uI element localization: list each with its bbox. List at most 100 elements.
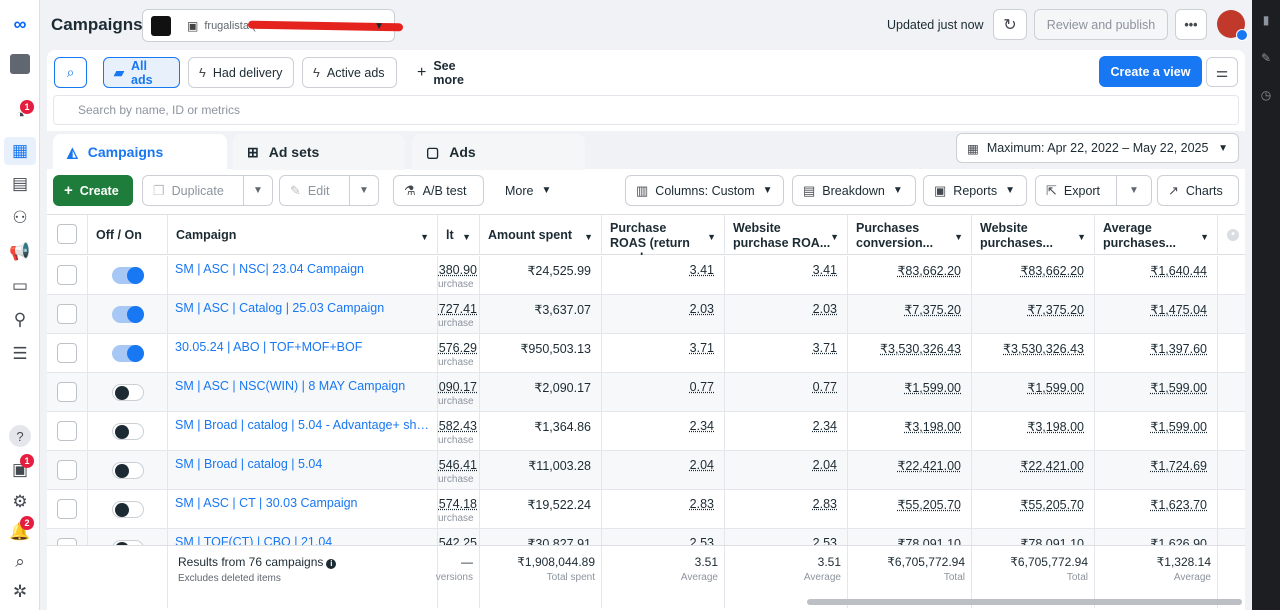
account-icon[interactable] — [4, 50, 36, 78]
metric-value-roas[interactable]: 2.83 — [689, 497, 714, 511]
metric-value-roas[interactable]: 2.34 — [689, 419, 714, 433]
col-average-purchases[interactable]: Average purchases... ▼ — [1095, 215, 1218, 255]
select-all-checkbox[interactable] — [57, 224, 77, 244]
menu-icon[interactable]: ☰ — [12, 344, 28, 363]
chart-icon[interactable]: ▮ — [1262, 13, 1270, 27]
audiences-icon[interactable]: ⚇ — [12, 208, 28, 227]
metric-value-roas[interactable]: 2.03 — [689, 302, 714, 316]
active-ads-filter[interactable]: ϟ Active ads — [302, 57, 397, 88]
metric-value-avg[interactable]: ₹1,475.04 — [1150, 303, 1207, 317]
col-website-purchases[interactable]: Website purchases... ▼ — [972, 215, 1095, 255]
col-purchases-conversion[interactable]: Purchases conversion... ▼ — [848, 215, 972, 255]
metric-value-conv[interactable]: ₹3,198.00 — [904, 420, 961, 434]
campaign-name-link[interactable]: SM | ASC | CT | 30.03 Campaign — [175, 496, 358, 510]
activity-icon[interactable]: ◔ 1 — [4, 100, 36, 130]
metric-value-wroas[interactable]: 2.03 — [812, 302, 837, 316]
metric-value-spent[interactable]: ₹3,637.07 — [534, 303, 591, 317]
date-range-picker[interactable]: ▦ Maximum: Apr 22, 2022 – May 22, 2025 ▼ — [956, 133, 1239, 163]
metric-value-conv[interactable]: ₹1,599.00 — [904, 381, 961, 395]
table-row[interactable]: SM | ASC | Catalog | 25.03 Campaign 727.4… — [47, 295, 1245, 334]
export-button[interactable]: ⇱ Export ▼ — [1035, 175, 1152, 206]
table-row[interactable]: 30.05.24 | ABO | TOF+MOF+BOF 576.29 urchas… — [47, 334, 1245, 373]
duplicate-button[interactable]: ❐ Duplicate ▼ — [142, 175, 273, 206]
more-button[interactable]: More ▼ — [495, 175, 565, 206]
edit-dropdown-icon[interactable]: ▼ — [349, 176, 378, 205]
metric-value-spent[interactable]: ₹11,003.28 — [528, 459, 591, 473]
row-checkbox[interactable] — [57, 265, 77, 285]
metric-value-wp[interactable]: ₹22,421.00 — [1020, 459, 1084, 473]
metric-value-wp[interactable]: ₹83,662.20 — [1020, 264, 1084, 278]
col-off-on[interactable]: Off / On — [88, 215, 168, 255]
metric-value-roas[interactable]: 3.41 — [689, 263, 714, 277]
metric-value-wp[interactable]: ₹3,530,326.43 — [1003, 342, 1084, 356]
columns-button[interactable]: ▥ Columns: Custom ▼ — [625, 175, 784, 206]
metric-value-avg[interactable]: ₹1,640.44 — [1150, 264, 1207, 278]
charts-button[interactable]: ↗ Charts — [1157, 175, 1239, 206]
reports-button[interactable]: ▣ Reports ▼ — [923, 175, 1027, 206]
metric-value-roas[interactable]: 0.77 — [689, 380, 714, 394]
metric-value-wroas[interactable]: 2.04 — [812, 458, 837, 472]
billing-icon[interactable]: ▭ — [11, 276, 29, 295]
table-row[interactable]: SM | ASC | NSC(WIN) | 8 MAY Campaign 090.… — [47, 373, 1245, 412]
metric-value-roas[interactable]: 3.71 — [689, 341, 714, 355]
meta-logo-icon[interactable]: ∞ — [13, 13, 27, 34]
horizontal-scrollbar[interactable] — [807, 599, 1242, 605]
metric-value-wroas[interactable]: 2.34 — [812, 419, 837, 433]
metric-value-spent[interactable]: ₹950,503.13 — [520, 342, 591, 356]
metric-value-conv[interactable]: ₹55,205.70 — [897, 498, 961, 512]
metric-value-results[interactable]: 546.41 — [438, 458, 477, 472]
row-checkbox[interactable] — [57, 304, 77, 324]
campaign-name-link[interactable]: 30.05.24 | ABO | TOF+MOF+BOF — [175, 340, 363, 354]
metric-value-spent[interactable]: ₹1,364.86 — [534, 420, 591, 434]
all-ads-filter[interactable]: ▰ All ads — [103, 57, 180, 88]
help-icon[interactable]: ? — [4, 422, 36, 450]
campaign-name-link[interactable]: SM | ASC | NSC(WIN) | 8 MAY Campaign — [175, 379, 406, 393]
events-icon[interactable]: ⚲ — [13, 310, 27, 329]
ab-test-button[interactable]: ⚗ A/B test — [393, 175, 484, 206]
avatar[interactable] — [1217, 10, 1248, 41]
row-checkbox[interactable] — [57, 499, 77, 519]
see-more-button[interactable]: + See more — [407, 57, 497, 88]
table-row[interactable]: SM | ASC | NSC| 23.04 Campaign 380.90 urch… — [47, 256, 1245, 295]
campaign-toggle[interactable] — [112, 267, 144, 284]
col-amount-spent[interactable]: Amount spent ▼ — [480, 215, 602, 255]
metric-value-results[interactable]: 576.29 — [438, 341, 477, 355]
campaign-name-link[interactable]: SM | ASC | Catalog | 25.03 Campaign — [175, 301, 385, 315]
metric-value-wroas[interactable]: 2.83 — [812, 497, 837, 511]
search-icon[interactable]: ⌕ — [15, 552, 25, 571]
metric-value-conv[interactable]: ₹7,375.20 — [904, 303, 961, 317]
breakdown-button[interactable]: ▤ Breakdown ▼ — [792, 175, 916, 206]
metric-value-results[interactable]: 727.41 — [438, 302, 477, 316]
metric-value-wp[interactable]: ₹3,198.00 — [1027, 420, 1084, 434]
table-row[interactable]: SM | ASC | CT | 30.03 Campaign 574.18 urch… — [47, 490, 1245, 529]
metric-value-spent[interactable]: ₹2,090.17 — [534, 381, 591, 395]
notifications-icon[interactable]: ▣ 1 — [4, 454, 36, 484]
ads-manager-icon[interactable]: ▦ — [4, 137, 36, 165]
add-column-icon[interactable]: • — [1227, 229, 1239, 241]
metric-value-wroas[interactable]: 0.77 — [812, 380, 837, 394]
bug-icon[interactable]: ✲ — [12, 582, 28, 601]
col-results[interactable]: lt ▼ — [438, 215, 480, 255]
metric-value-spent[interactable]: ₹19,522.24 — [527, 498, 591, 512]
campaign-toggle[interactable] — [112, 345, 144, 362]
bell-icon[interactable]: 🔔 2 — [4, 516, 36, 546]
col-website-purchase-roas[interactable]: Website purchase ROA... ▼ — [725, 215, 848, 255]
metric-value-results[interactable]: 582.43 — [438, 419, 477, 433]
metric-value-results[interactable]: 380.90 — [438, 263, 477, 277]
col-campaign[interactable]: Campaign ▼ — [168, 215, 438, 255]
metric-value-wroas[interactable]: 3.71 — [812, 341, 837, 355]
pages-icon[interactable]: ▤ — [11, 174, 29, 193]
metric-value-wp[interactable]: ₹55,205.70 — [1020, 498, 1084, 512]
metric-value-results[interactable]: 574.18 — [438, 497, 477, 511]
settings-gear-icon[interactable]: ⚙ — [12, 492, 28, 511]
review-publish-button[interactable]: Review and publish — [1034, 9, 1168, 40]
edit-button[interactable]: ✎ Edit ▼ — [279, 175, 379, 206]
table-row[interactable]: SM | Broad | catalog | 5.04 546.41 urchase… — [47, 451, 1245, 490]
search-toggle-button[interactable]: ⌕ — [54, 57, 87, 88]
refresh-button[interactable]: ↻ — [993, 9, 1027, 40]
metric-value-avg[interactable]: ₹1,599.00 — [1150, 381, 1207, 395]
megaphone-icon[interactable]: 📢 — [9, 242, 31, 261]
metric-value-avg[interactable]: ₹1,397.60 — [1150, 342, 1207, 356]
col-purchase-roas[interactable]: Purchase ROAS (return on ad... ▼ — [602, 215, 725, 255]
tab-campaigns[interactable]: ◭ Campaigns — [53, 134, 227, 170]
